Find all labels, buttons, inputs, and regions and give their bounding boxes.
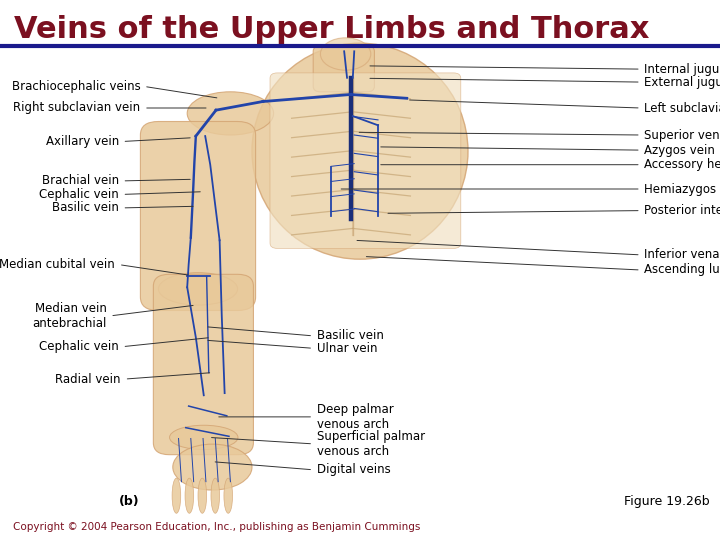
Text: Hemiazygos vein: Hemiazygos vein: [644, 183, 720, 195]
Text: Ascending lumbar vein: Ascending lumbar vein: [644, 264, 720, 276]
Text: External jugular vein: External jugular vein: [644, 76, 720, 89]
FancyBboxPatch shape: [140, 122, 256, 310]
Text: Digital veins: Digital veins: [317, 463, 390, 476]
Text: Basilic vein: Basilic vein: [317, 329, 384, 342]
Text: Median vein
antebrachial: Median vein antebrachial: [32, 302, 107, 330]
FancyBboxPatch shape: [153, 274, 253, 455]
Text: Internal jugular vein: Internal jugular vein: [644, 63, 720, 76]
Text: Right subclavian vein: Right subclavian vein: [13, 102, 140, 114]
Ellipse shape: [187, 92, 274, 135]
Text: Radial vein: Radial vein: [55, 373, 121, 386]
Ellipse shape: [252, 43, 468, 259]
Text: Accessory hemiazygos vein: Accessory hemiazygos vein: [644, 158, 720, 171]
Ellipse shape: [320, 38, 371, 70]
Text: Copyright © 2004 Pearson Education, Inc., publishing as Benjamin Cummings: Copyright © 2004 Pearson Education, Inc.…: [13, 522, 420, 531]
Ellipse shape: [211, 478, 220, 513]
Ellipse shape: [173, 444, 252, 490]
Text: Median cubital vein: Median cubital vein: [0, 258, 115, 271]
Text: Figure 19.26b: Figure 19.26b: [624, 495, 709, 508]
Text: Left subclavian vein: Left subclavian vein: [644, 102, 720, 114]
Ellipse shape: [172, 478, 181, 513]
Text: Inferior vena cava: Inferior vena cava: [644, 248, 720, 261]
Ellipse shape: [198, 478, 207, 513]
Text: Basilic vein: Basilic vein: [52, 201, 119, 214]
Text: (b): (b): [120, 495, 140, 508]
Ellipse shape: [185, 478, 194, 513]
Ellipse shape: [170, 426, 238, 449]
Text: Brachiocephalic veins: Brachiocephalic veins: [12, 80, 140, 93]
Text: Superior vena cava: Superior vena cava: [644, 129, 720, 141]
FancyBboxPatch shape: [270, 73, 461, 248]
Ellipse shape: [158, 273, 238, 305]
Text: Brachial vein: Brachial vein: [42, 174, 119, 187]
Text: Posterior intercostals: Posterior intercostals: [644, 204, 720, 217]
FancyBboxPatch shape: [313, 46, 374, 92]
Text: Cephalic vein: Cephalic vein: [39, 340, 119, 353]
Text: Azygos vein: Azygos vein: [644, 144, 715, 157]
Text: Cephalic vein: Cephalic vein: [39, 188, 119, 201]
Text: Veins of the Upper Limbs and Thorax: Veins of the Upper Limbs and Thorax: [14, 15, 649, 44]
Ellipse shape: [224, 478, 233, 513]
Text: Axillary vein: Axillary vein: [45, 135, 119, 148]
Text: Superficial palmar
venous arch: Superficial palmar venous arch: [317, 430, 425, 458]
Text: Ulnar vein: Ulnar vein: [317, 342, 377, 355]
Text: Deep palmar
venous arch: Deep palmar venous arch: [317, 403, 394, 431]
